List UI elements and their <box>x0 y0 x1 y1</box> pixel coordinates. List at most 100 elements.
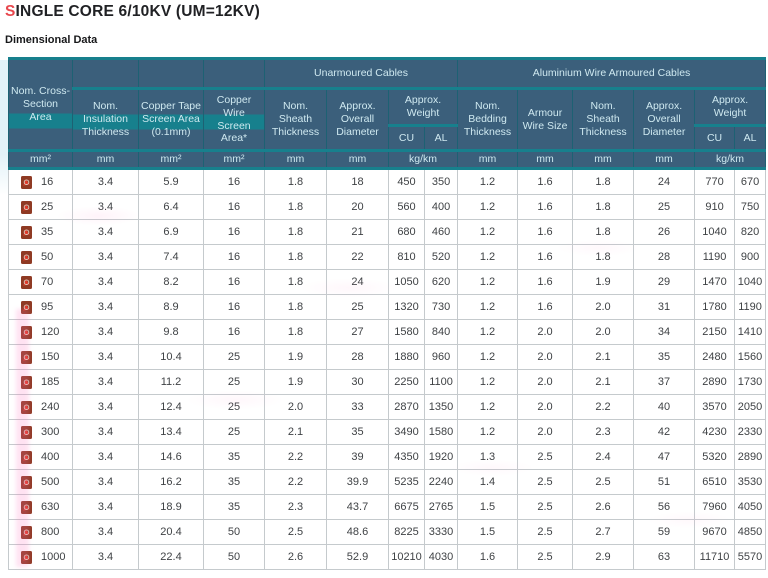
table-cell: 3.4 <box>72 519 139 545</box>
table-cell: 1.5 <box>457 494 519 520</box>
table-cell: 29 <box>633 269 696 295</box>
table-cell: 6.9 <box>138 219 204 245</box>
pdf-icon[interactable] <box>21 175 32 189</box>
pdf-icon[interactable] <box>21 375 32 389</box>
col-header-armour-wire: Armour Wire Size <box>517 87 574 152</box>
header-units-row: mm² mm mm² mm² mm mm kg/km mm mm mm mm k… <box>8 149 767 170</box>
table-cell: 4350 <box>388 444 425 470</box>
table-cell: 22.4 <box>138 544 204 570</box>
header-column-row: Nom. Insulation Thickness Copper Tape Sc… <box>9 87 767 152</box>
table-cell: 1580 <box>423 419 459 445</box>
col-header-bedding: Nom. Bedding Thickness <box>457 87 519 152</box>
unit-cell: mm² <box>203 149 265 170</box>
table-cell: 1.8 <box>264 219 327 245</box>
table-cell: 1.2 <box>457 319 519 345</box>
pdf-icon[interactable] <box>21 325 32 339</box>
table-cell: 1580 <box>388 319 425 345</box>
table-cell: 1.2 <box>457 194 519 220</box>
table-cell: 3.4 <box>72 219 139 245</box>
size-cell: 95 <box>8 294 73 320</box>
table-cell: 840 <box>423 319 459 345</box>
size-cell: 500 <box>8 469 73 495</box>
size-label: 800 <box>41 526 60 538</box>
table-cell: 2.0 <box>572 319 635 345</box>
table-cell: 20.4 <box>138 519 204 545</box>
table-cell: 2250 <box>388 369 425 395</box>
size-label: 150 <box>41 351 60 363</box>
pdf-icon[interactable] <box>21 200 32 214</box>
table-cell: 9.8 <box>138 319 204 345</box>
col-header-unarm-al: AL <box>423 124 459 152</box>
table-cell: 4030 <box>423 544 459 570</box>
header-spacer-cell <box>72 57 139 90</box>
table-cell: 1.8 <box>572 194 635 220</box>
pdf-icon[interactable] <box>21 300 32 314</box>
table-cell: 18 <box>326 168 389 195</box>
size-label: 35 <box>41 226 54 238</box>
table-cell: 770 <box>694 168 736 195</box>
table-cell: 16 <box>203 294 265 320</box>
table-cell: 16 <box>203 194 265 220</box>
pdf-icon[interactable] <box>21 550 32 564</box>
pdf-icon[interactable] <box>21 250 32 264</box>
table-cell: 40 <box>633 394 696 420</box>
pdf-icon-glyph <box>21 550 32 564</box>
table-cell: 1040 <box>734 269 767 295</box>
title-accent-letter: S <box>5 3 16 20</box>
table-cell: 2.0 <box>517 369 574 395</box>
pdf-icon[interactable] <box>21 400 32 414</box>
table-cell: 2.3 <box>572 419 635 445</box>
pdf-icon[interactable] <box>21 425 32 439</box>
table-cell: 3.4 <box>72 369 139 395</box>
pdf-icon[interactable] <box>21 475 32 489</box>
table-cell: 16 <box>203 219 265 245</box>
size-cell: 70 <box>8 269 73 295</box>
table-cell: 1.6 <box>517 168 574 195</box>
table-cell: 1.2 <box>457 219 519 245</box>
size-cell: 400 <box>8 444 73 470</box>
table-cell: 1.2 <box>457 168 519 195</box>
table-cell: 3.4 <box>72 444 139 470</box>
table-cell: 27 <box>326 319 389 345</box>
table-cell: 3530 <box>734 469 767 495</box>
table-cell: 2.1 <box>572 369 635 395</box>
pdf-icon[interactable] <box>21 225 32 239</box>
table-cell: 2.3 <box>264 494 327 520</box>
table-cell: 26 <box>633 219 696 245</box>
size-label: 1000 <box>41 551 66 563</box>
table-cell: 910 <box>694 194 736 220</box>
pdf-icon[interactable] <box>21 350 32 364</box>
table-cell: 350 <box>423 168 459 195</box>
table-cell: 2.0 <box>517 419 574 445</box>
table-cell: 3.4 <box>72 394 139 420</box>
unit-cell: mm² <box>8 149 73 170</box>
table-cell: 2.0 <box>517 319 574 345</box>
table-cell: 8.2 <box>138 269 204 295</box>
table-cell: 52.9 <box>326 544 389 570</box>
table-cell: 960 <box>423 344 459 370</box>
table-cell: 22 <box>326 244 389 270</box>
table-row: 800 3.4 20.4 50 2.5 48.6 8225 3330 1.5 2.5 2.7 59 96… <box>8 519 767 545</box>
pdf-icon[interactable] <box>21 500 32 514</box>
size-cell: 800 <box>8 519 73 545</box>
table-cell: 34 <box>633 319 696 345</box>
table-cell: 2.6 <box>572 494 635 520</box>
table-cell: 1920 <box>423 444 459 470</box>
table-row: 95 3.4 8.9 16 1.8 25 1320 730 1.2 1.6 2.0 31 1780 119… <box>8 294 767 320</box>
table-cell: 2480 <box>694 344 736 370</box>
table-cell: 6.4 <box>138 194 204 220</box>
table-cell: 1320 <box>388 294 425 320</box>
table-cell: 37 <box>633 369 696 395</box>
table-cell: 48.6 <box>326 519 389 545</box>
pdf-icon[interactable] <box>21 450 32 464</box>
table-cell: 1.6 <box>517 244 574 270</box>
table-row: 120 3.4 9.8 16 1.8 27 1580 840 1.2 2.0 2.0 34 2150 14… <box>8 319 767 345</box>
pdf-icon[interactable] <box>21 275 32 289</box>
pdf-icon[interactable] <box>21 525 32 539</box>
table-cell: 5235 <box>388 469 425 495</box>
table-cell: 1.8 <box>264 244 327 270</box>
size-label: 500 <box>41 476 60 488</box>
table-cell: 7.4 <box>138 244 204 270</box>
table-cell: 1040 <box>694 219 736 245</box>
pdf-icon-glyph <box>21 500 32 514</box>
